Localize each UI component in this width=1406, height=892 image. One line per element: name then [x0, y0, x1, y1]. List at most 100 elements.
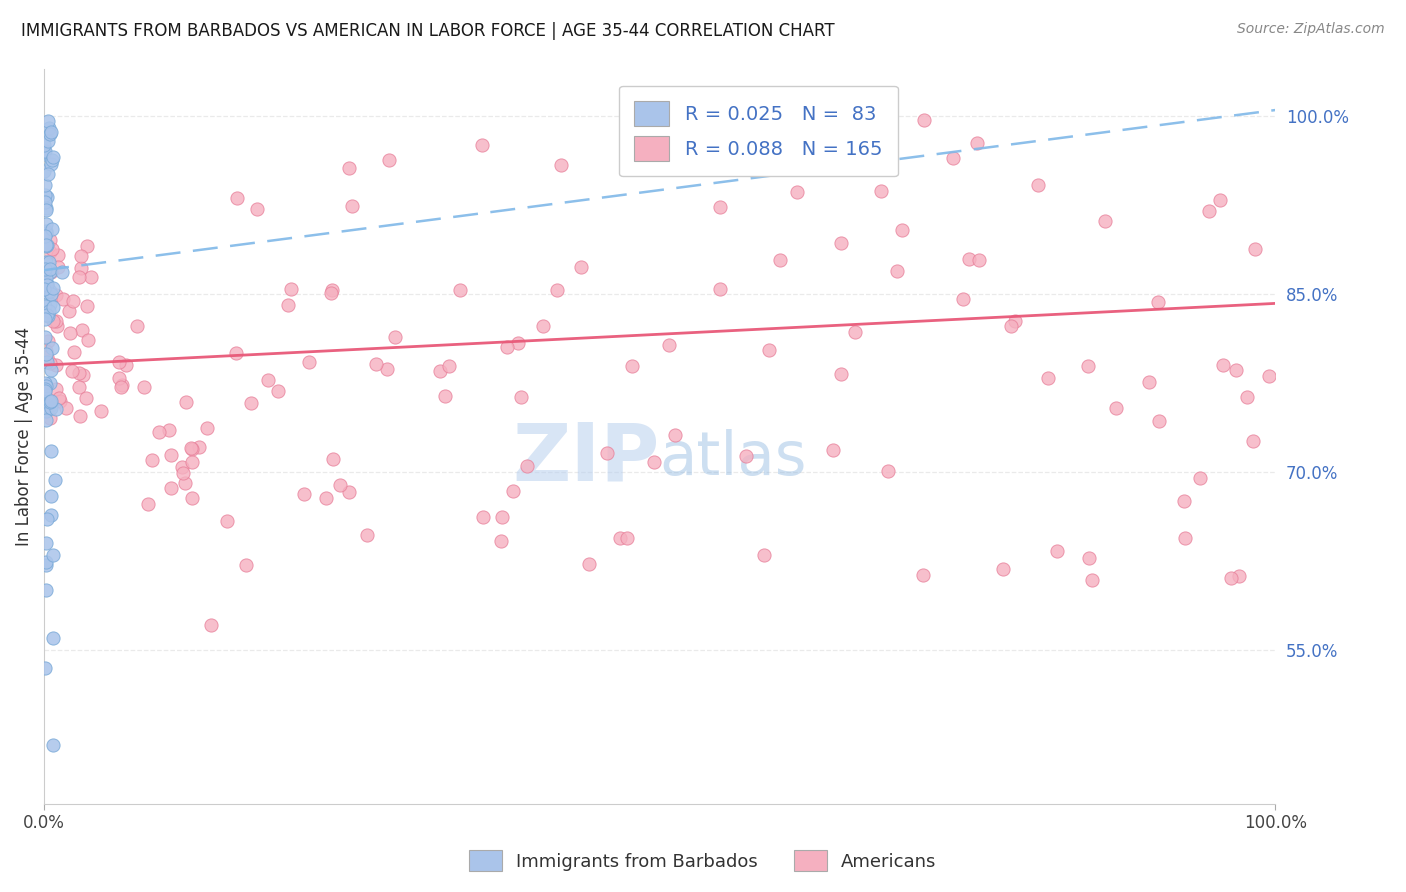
Point: [1173, 493, 1195, 508]
Point: [38, 395, 60, 409]
Point: [1038, 371, 1060, 385]
Point: [200, 618, 222, 632]
Point: [1241, 434, 1264, 448]
Point: [356, 528, 378, 542]
Point: [329, 478, 352, 492]
Point: [35, 343, 58, 358]
Point: [342, 199, 364, 213]
Point: [34, 394, 56, 409]
Point: [37, 309, 59, 323]
Point: [148, 425, 170, 439]
Point: [375, 361, 398, 376]
Text: IMMIGRANTS FROM BARBADOS VS AMERICAN IN LABOR FORCE | AGE 35-44 CORRELATION CHAR: IMMIGRANTS FROM BARBADOS VS AMERICAN IN …: [21, 22, 835, 40]
Point: [35, 355, 58, 369]
Point: [967, 253, 990, 268]
Point: [170, 460, 193, 475]
Point: [34, 660, 56, 674]
Point: [34, 188, 56, 202]
Point: [52, 292, 75, 306]
Point: [41, 508, 63, 523]
Point: [38, 410, 60, 425]
Point: [38, 244, 60, 259]
Point: [39, 157, 62, 171]
Point: [181, 442, 204, 456]
Point: [256, 373, 278, 387]
Point: [38, 303, 60, 318]
Point: [1198, 204, 1220, 219]
Point: [246, 202, 269, 217]
Point: [516, 459, 538, 474]
Point: [32, 137, 55, 152]
Point: [439, 359, 461, 373]
Point: [1028, 178, 1050, 193]
Point: [67, 366, 90, 380]
Point: [471, 138, 494, 153]
Point: [39, 398, 62, 412]
Point: [844, 325, 866, 339]
Point: [35, 536, 58, 550]
Point: [38, 356, 60, 370]
Point: [34, 376, 56, 391]
Point: [42, 631, 65, 645]
Point: [69, 261, 91, 276]
Point: [115, 358, 138, 372]
Point: [42, 314, 65, 328]
Point: [643, 455, 665, 469]
Point: [35, 202, 58, 216]
Point: [39, 265, 62, 279]
Point: [37, 512, 59, 526]
Point: [821, 443, 844, 458]
Point: [846, 128, 869, 143]
Point: [180, 442, 202, 456]
Point: [55, 401, 77, 415]
Point: [59, 326, 82, 340]
Point: [429, 364, 451, 378]
Point: [384, 329, 406, 343]
Point: [39, 394, 62, 409]
Point: [322, 452, 344, 467]
Point: [35, 277, 58, 291]
Point: [1209, 194, 1232, 208]
Point: [34, 264, 56, 278]
Point: [508, 335, 530, 350]
Point: [596, 446, 619, 460]
Point: [298, 355, 321, 369]
Point: [34, 281, 56, 295]
Point: [41, 221, 63, 235]
Point: [35, 413, 58, 427]
Point: [34, 382, 56, 396]
Point: [758, 343, 780, 358]
Point: [141, 452, 163, 467]
Point: [35, 379, 58, 393]
Point: [62, 364, 84, 378]
Point: [34, 224, 56, 238]
Point: [240, 396, 263, 410]
Point: [1212, 358, 1234, 372]
Point: [546, 283, 568, 297]
Point: [46, 260, 69, 274]
Point: [664, 427, 686, 442]
Point: [35, 555, 58, 569]
Point: [44, 473, 66, 487]
Point: [35, 346, 58, 360]
Point: [34, 404, 56, 418]
Text: atlas: atlas: [659, 429, 807, 488]
Point: [1220, 571, 1243, 585]
Point: [337, 485, 360, 500]
Point: [952, 292, 974, 306]
Point: [69, 249, 91, 263]
Point: [1236, 390, 1258, 404]
Point: [1004, 313, 1026, 327]
Point: [34, 255, 56, 269]
Point: [1258, 369, 1281, 384]
Point: [42, 301, 65, 315]
Point: [72, 368, 94, 383]
Point: [42, 548, 65, 562]
Point: [39, 265, 62, 279]
Point: [378, 153, 401, 168]
Point: [37, 114, 59, 128]
Point: [225, 346, 247, 360]
Point: [174, 475, 197, 490]
Point: [337, 161, 360, 176]
Point: [991, 562, 1014, 576]
